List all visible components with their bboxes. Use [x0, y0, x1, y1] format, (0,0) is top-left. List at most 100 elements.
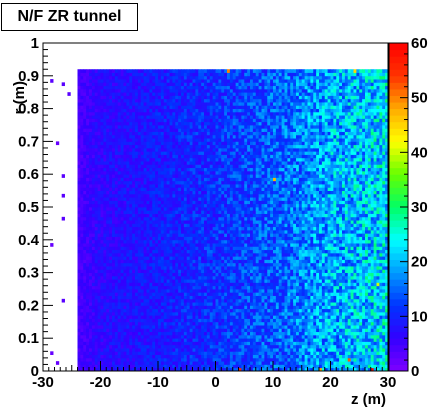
- heatmap-cell: [120, 72, 124, 77]
- heatmap-cell: [123, 344, 127, 349]
- heatmap-cell: [212, 75, 216, 80]
- heatmap-cell: [229, 328, 234, 333]
- heatmap-cell: [186, 249, 191, 254]
- heatmap-cell: [123, 331, 127, 336]
- heatmap-cell: [132, 72, 136, 77]
- heatmap-cell: [224, 82, 228, 87]
- heatmap-cell: [80, 334, 84, 339]
- heatmap-cell: [227, 275, 231, 280]
- heatmap-cell: [209, 344, 214, 349]
- heatmap-cell: [227, 325, 231, 329]
- heatmap-cell: [181, 98, 185, 103]
- heatmap-cell: [77, 285, 81, 290]
- heatmap-cell: [206, 216, 211, 221]
- heatmap-cell: [117, 285, 122, 290]
- heatmap-cell: [189, 321, 193, 326]
- heatmap-cell: [195, 272, 199, 277]
- heatmap-cell: [89, 229, 93, 234]
- heatmap-cell: [201, 279, 205, 283]
- heatmap-cell: [117, 302, 122, 306]
- heatmap-cell: [132, 174, 136, 178]
- heatmap-cell: [160, 325, 165, 329]
- heatmap-cell: [209, 325, 214, 329]
- heatmap-cell: [204, 177, 208, 182]
- heatmap-cell: [126, 305, 130, 310]
- heatmap-cell: [229, 144, 234, 149]
- heatmap-cell: [166, 147, 170, 152]
- heatmap-cell: [175, 249, 179, 254]
- heatmap-cell: [146, 164, 150, 169]
- heatmap-cell: [166, 82, 170, 87]
- heatmap-cell: [152, 197, 156, 201]
- heatmap-cell: [152, 161, 156, 165]
- heatmap-cell: [186, 308, 191, 313]
- heatmap-cell: [143, 170, 147, 175]
- heatmap-cell: [212, 259, 216, 264]
- heatmap-cell: [192, 302, 196, 306]
- heatmap-cell: [204, 239, 208, 244]
- heatmap-cell: [137, 203, 142, 208]
- heatmap-cell: [146, 138, 150, 142]
- heatmap-cell: [132, 338, 136, 342]
- heatmap-cell: [189, 249, 193, 254]
- heatmap-cell: [89, 98, 93, 103]
- heatmap-cell: [91, 108, 96, 113]
- heatmap-cell: [155, 141, 159, 146]
- heatmap-cell: [126, 236, 130, 241]
- heatmap-cell: [83, 298, 87, 303]
- heatmap-cell: [160, 223, 165, 228]
- heatmap-cell: [227, 259, 231, 264]
- heatmap-cell: [169, 262, 173, 267]
- heatmap-cell: [114, 272, 119, 277]
- heatmap-cell: [215, 275, 219, 280]
- heatmap-cell: [209, 105, 214, 109]
- heatmap-cell: [218, 138, 222, 142]
- heatmap-cell: [169, 121, 173, 126]
- heatmap-cell: [80, 252, 84, 257]
- heatmap-cell: [129, 249, 133, 254]
- heatmap-cell: [218, 88, 222, 93]
- heatmap-cell: [181, 102, 185, 106]
- heatmap-cell: [91, 190, 96, 195]
- heatmap-cell: [215, 315, 219, 319]
- heatmap-cell: [218, 252, 222, 257]
- heatmap-cell: [189, 216, 193, 221]
- heatmap-cell: [120, 308, 124, 313]
- heatmap-cell: [100, 88, 104, 93]
- heatmap-cell: [140, 213, 145, 218]
- heatmap-cell: [160, 88, 165, 93]
- heatmap-cell: [152, 193, 156, 198]
- heatmap-cell: [112, 141, 116, 146]
- heatmap-cell: [227, 243, 231, 247]
- heatmap-cell: [158, 328, 162, 333]
- heatmap-cell: [178, 180, 182, 185]
- heatmap-cell: [137, 367, 142, 372]
- heatmap-cell: [137, 177, 142, 182]
- heatmap-cell: [181, 193, 185, 198]
- heatmap-cell: [209, 226, 214, 231]
- heatmap-cell: [195, 161, 199, 165]
- heatmap-cell: [201, 125, 205, 129]
- heatmap-cell: [198, 334, 202, 339]
- heatmap-cell: [218, 134, 222, 139]
- heatmap-cell: [229, 187, 234, 191]
- heatmap-cell: [218, 302, 222, 306]
- heatmap-cell: [181, 321, 185, 326]
- heatmap-cell: [89, 298, 93, 303]
- heatmap-cell: [135, 167, 139, 172]
- heatmap-cell: [232, 348, 237, 352]
- heatmap-cell: [126, 279, 130, 283]
- heatmap-cell: [137, 69, 142, 73]
- heatmap-cell: [163, 170, 168, 175]
- heatmap-cell: [83, 348, 87, 352]
- heatmap-cell: [201, 134, 205, 139]
- heatmap-cell: [114, 207, 119, 211]
- heatmap-cell: [80, 79, 84, 83]
- heatmap-cell: [146, 351, 150, 355]
- heatmap-cell: [112, 167, 116, 172]
- heatmap-cell: [89, 118, 93, 123]
- heatmap-cell: [189, 154, 193, 159]
- heatmap-cell: [221, 134, 225, 139]
- heatmap-cell: [178, 95, 182, 100]
- heatmap-cell: [158, 256, 162, 260]
